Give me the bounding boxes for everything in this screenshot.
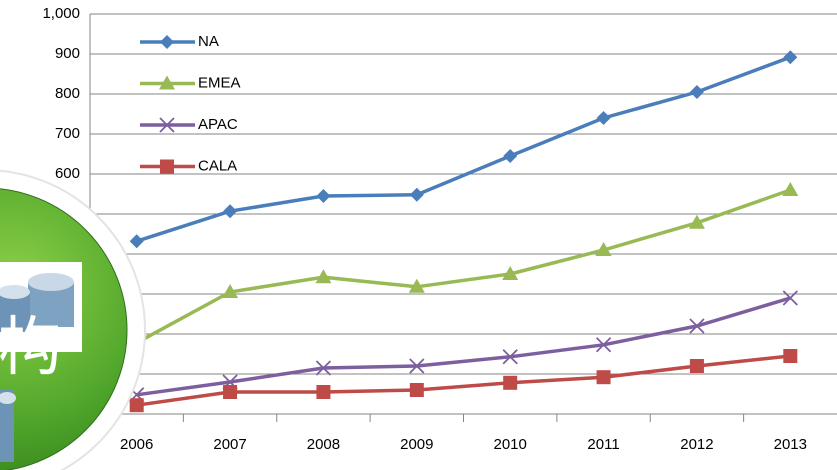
data-marker xyxy=(129,234,144,249)
series-line xyxy=(135,188,791,345)
data-marker xyxy=(223,204,238,219)
data-marker xyxy=(316,385,331,399)
data-marker xyxy=(503,375,518,390)
plot-area: 01002003004005006007008009001,0002006200… xyxy=(42,5,837,453)
legend-marker xyxy=(159,75,175,90)
y-tick-label: 1,000 xyxy=(42,5,80,22)
data-marker xyxy=(408,278,425,293)
data-marker xyxy=(783,50,798,65)
data-marker xyxy=(222,284,239,298)
x-tick-label: 2008 xyxy=(307,436,340,453)
data-marker xyxy=(316,189,331,203)
y-tick-label: 700 xyxy=(55,125,80,142)
x-tick-label: 2007 xyxy=(213,436,246,453)
x-tick-label: 2009 xyxy=(400,436,433,453)
series-line xyxy=(136,296,791,397)
data-marker xyxy=(782,290,798,306)
data-marker xyxy=(689,318,705,334)
legend-marker xyxy=(160,159,174,174)
legend-marker xyxy=(159,117,175,133)
data-marker xyxy=(409,383,424,397)
x-tick-label: 2006 xyxy=(120,436,153,453)
data-marker xyxy=(409,187,424,202)
x-tick-label: 2012 xyxy=(680,436,713,453)
database-icon xyxy=(0,262,82,462)
data-marker xyxy=(596,370,611,385)
data-marker xyxy=(129,398,144,413)
data-marker xyxy=(688,214,705,229)
data-marker xyxy=(315,269,332,284)
data-marker xyxy=(502,349,518,365)
data-marker xyxy=(689,359,704,373)
data-marker xyxy=(223,385,238,399)
series-line xyxy=(136,354,791,407)
data-marker xyxy=(689,85,704,99)
y-tick-label: 900 xyxy=(55,45,80,62)
data-marker xyxy=(315,360,332,376)
legend-marker xyxy=(160,35,174,49)
x-tick-label: 2011 xyxy=(587,436,619,453)
data-marker xyxy=(783,349,798,363)
decoration: 构 xyxy=(0,169,146,470)
data-marker xyxy=(409,358,425,374)
series-line xyxy=(136,55,791,243)
data-marker xyxy=(502,266,519,280)
legend-label: EMEA xyxy=(198,74,241,91)
legend-label: NA xyxy=(198,33,219,50)
data-marker xyxy=(595,337,612,353)
y-tick-label: 600 xyxy=(55,165,80,182)
decoration-text: 构 xyxy=(0,311,62,383)
legend-label: CALA xyxy=(198,157,237,174)
legend-label: APAC xyxy=(198,116,238,133)
x-tick-label: 2010 xyxy=(494,436,527,453)
x-tick-label: 2013 xyxy=(774,436,807,453)
data-marker xyxy=(596,111,611,125)
data-marker xyxy=(503,149,518,163)
y-tick-label: 800 xyxy=(55,85,80,102)
data-marker xyxy=(782,182,799,196)
data-marker xyxy=(595,242,612,256)
